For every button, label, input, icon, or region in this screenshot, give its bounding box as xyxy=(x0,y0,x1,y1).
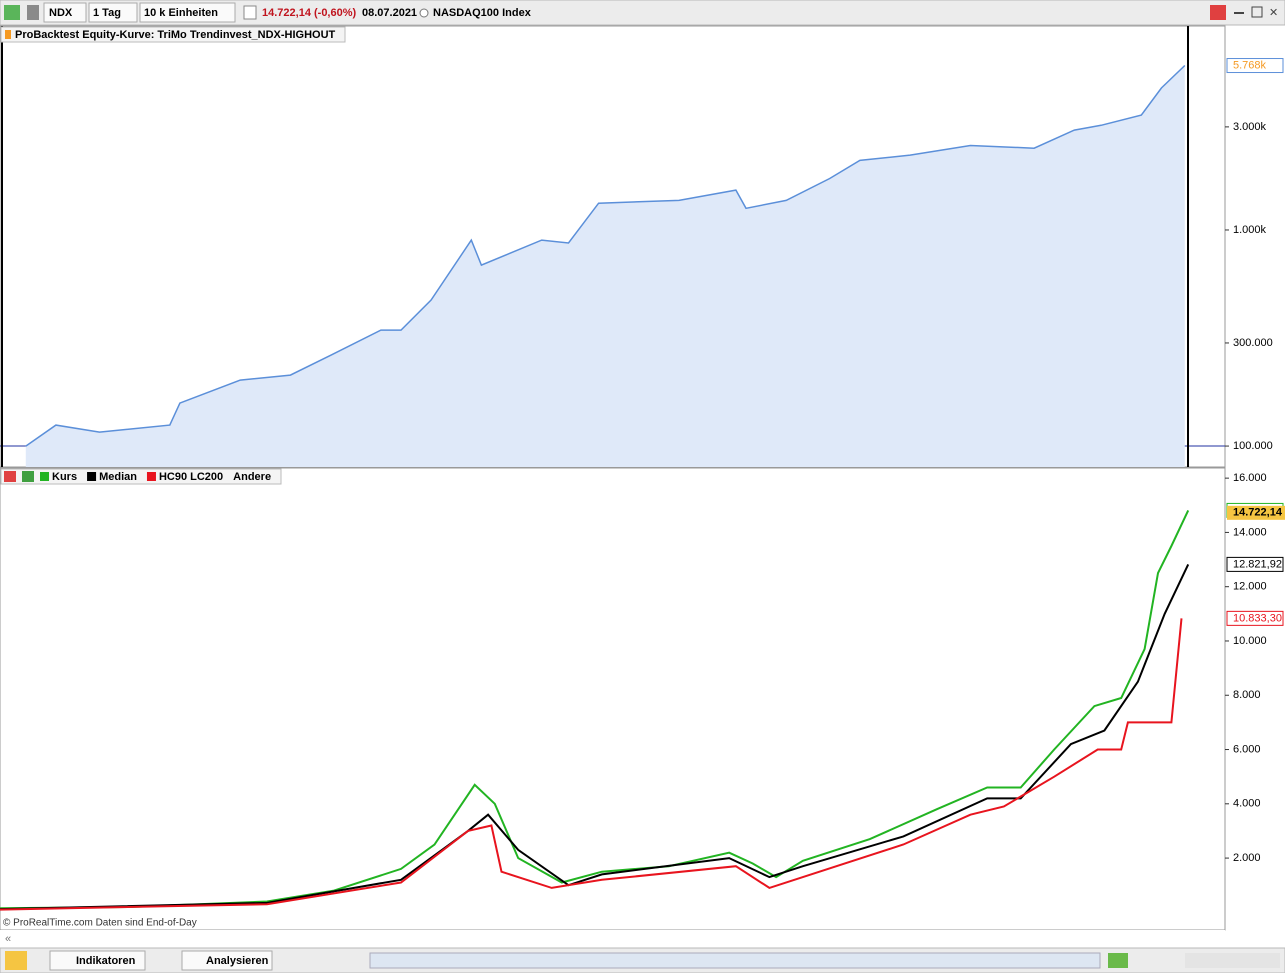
y-tick-label: 6.000 xyxy=(1233,743,1261,755)
equity-legend xyxy=(0,26,346,43)
symbol[interactable]: NDX xyxy=(49,7,73,19)
instrument: NASDAQ100 Index xyxy=(433,7,532,19)
equity-chart: 100.000 300.000 1.000k 3.000k 5.768k xyxy=(0,58,1284,467)
status-dot xyxy=(419,8,429,18)
indicators-label[interactable]: Indikatoren xyxy=(76,955,136,967)
chart-icon[interactable] xyxy=(4,5,20,20)
y-tick-label: 300.000 xyxy=(1233,337,1273,349)
close-button[interactable]: ✕ xyxy=(1269,7,1278,19)
y-tick-label: 2.000 xyxy=(1233,852,1261,864)
y-tick-label: 3.000k xyxy=(1233,121,1267,133)
legend-swatch xyxy=(146,472,156,481)
legend-label: Median xyxy=(99,471,137,483)
value-label: 10.833,30 xyxy=(1233,612,1282,624)
series-line xyxy=(0,618,1183,911)
info-icon[interactable] xyxy=(243,5,257,20)
value-label-box xyxy=(1226,610,1284,626)
draw-icon[interactable] xyxy=(5,951,27,970)
value-label: 5.768k xyxy=(1233,59,1267,71)
legend-swatch xyxy=(40,472,49,481)
credit: © ProRealTime.com Daten sind End-of-Day xyxy=(3,918,197,929)
legend-swatch xyxy=(5,30,11,39)
scrollbar[interactable] xyxy=(369,952,1101,969)
indicators-button[interactable] xyxy=(49,950,146,971)
date: 08.07.2021 xyxy=(362,7,417,19)
minimize-button[interactable] xyxy=(1234,12,1244,14)
y-tick-label: 14.000 xyxy=(1233,526,1267,538)
y-tick-label: 8.000 xyxy=(1233,689,1261,701)
y-tick-label: 10.000 xyxy=(1233,635,1267,647)
legend-swatch xyxy=(87,472,97,481)
y-tick-label: 16.000 xyxy=(1233,472,1267,484)
units-box[interactable] xyxy=(139,2,236,23)
tool-icon[interactable] xyxy=(27,5,39,20)
equity-title: ProBacktest Equity-Kurve: TriMo Trendinv… xyxy=(15,29,336,41)
equity-area xyxy=(25,65,1185,467)
y-tick-label: 100.000 xyxy=(1233,440,1273,452)
y-tick-label: 12.000 xyxy=(1233,581,1267,593)
series-line xyxy=(0,509,1190,910)
analyze-label[interactable]: Analysieren xyxy=(206,955,269,967)
value-label: 12.821,92 xyxy=(1233,558,1282,570)
legend-label: Kurs xyxy=(52,471,77,483)
collapse-icon[interactable] xyxy=(4,471,16,482)
y-tick-label: 4.000 xyxy=(1233,798,1261,810)
x-axis-area xyxy=(0,930,1225,948)
value-label-box xyxy=(1226,556,1284,572)
price-panel xyxy=(0,467,1226,931)
period-box[interactable] xyxy=(88,2,138,23)
legend-label: Andere xyxy=(233,471,271,483)
legend-label: HC90 LC200 xyxy=(159,471,223,483)
price-legend xyxy=(0,468,282,485)
symbol-box[interactable] xyxy=(43,2,87,23)
period[interactable]: 1 Tag xyxy=(93,7,121,19)
scroll-left[interactable]: « xyxy=(5,933,11,945)
refresh-icon[interactable] xyxy=(1210,5,1226,20)
legend-items: Kurs Median HC90 LC200 Andere xyxy=(40,471,271,483)
current-price-box xyxy=(1227,505,1285,520)
expand-icon[interactable] xyxy=(22,471,34,482)
y-tick-label: 1.000k xyxy=(1233,224,1267,236)
quote: 14.722,14 (-0,60%) xyxy=(262,7,357,19)
nav-icon[interactable] xyxy=(1108,953,1128,968)
current-price-label: 14.722,14 xyxy=(1233,507,1283,519)
series-line xyxy=(25,64,1186,447)
units[interactable]: 10 k Einheiten xyxy=(144,7,218,19)
zoom-tools[interactable] xyxy=(1185,953,1280,968)
analyze-button[interactable] xyxy=(181,950,273,971)
maximize-button[interactable] xyxy=(1251,6,1263,18)
value-label-box xyxy=(1226,58,1284,74)
